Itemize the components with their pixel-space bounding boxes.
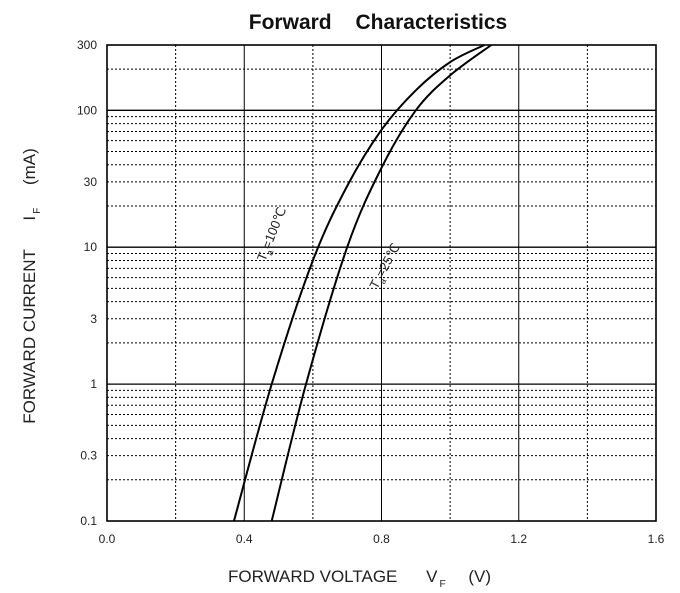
- curve-label-25: Ta=25℃: [366, 241, 405, 293]
- y-axis-symbol: I: [20, 216, 39, 221]
- y-tick-label: 0.3: [80, 449, 97, 463]
- x-tick-label: 1.2: [510, 532, 527, 546]
- x-tick-labels: 0.0 0.4 0.8 1.2 1.6: [99, 532, 665, 546]
- x-tick-label: 0.8: [373, 532, 390, 546]
- y-tick-labels: 0.1 0.3 1 3 10 30 100 300: [77, 38, 97, 528]
- x-axis-symbol-subscript: F: [439, 579, 445, 590]
- y-axis-unit: (mA): [20, 148, 39, 185]
- grid: [107, 45, 656, 521]
- y-tick-label: 1: [90, 377, 97, 391]
- series-line-0: [232, 44, 485, 522]
- series-line-1: [270, 44, 492, 522]
- x-tick-label: 0.0: [99, 532, 116, 546]
- curves: [232, 44, 492, 522]
- plot-frame: [106, 44, 657, 522]
- x-tick-label: 0.4: [236, 532, 253, 546]
- chart-title: Forward Characteristics: [249, 11, 507, 34]
- x-axis-unit: (V): [468, 567, 491, 586]
- x-tick-label: 1.6: [648, 532, 665, 546]
- y-axis-label: FORWARD CURRENT IF (mA): [20, 148, 44, 424]
- y-tick-label: 10: [84, 240, 98, 254]
- x-axis-symbol: V: [426, 567, 438, 586]
- y-tick-label: 100: [77, 103, 97, 117]
- y-axis-symbol-subscript: F: [32, 208, 43, 214]
- y-axis-label-text: FORWARD CURRENT: [20, 249, 39, 423]
- curve-label-100: Ta=100℃: [254, 205, 292, 264]
- y-tick-label: 0.1: [80, 514, 97, 528]
- y-tick-label: 300: [77, 38, 97, 52]
- y-tick-label: 30: [84, 175, 98, 189]
- y-tick-label: 3: [90, 312, 97, 326]
- x-axis-label-text: FORWARD VOLTAGE: [228, 567, 397, 586]
